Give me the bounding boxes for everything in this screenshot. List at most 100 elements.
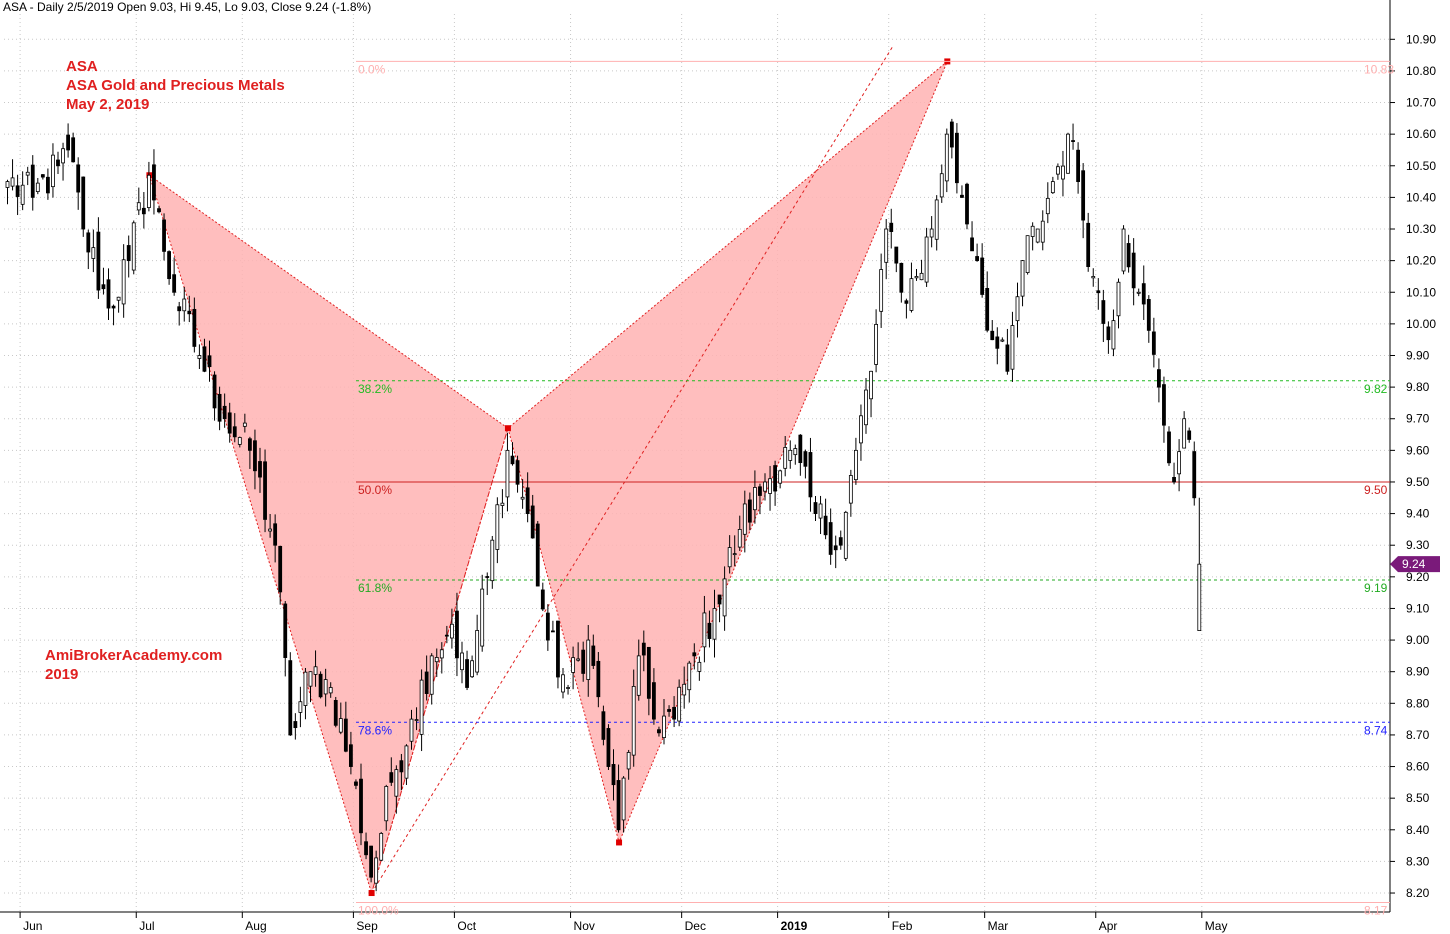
candle bbox=[455, 592, 459, 677]
candle bbox=[348, 731, 353, 775]
candle-body bbox=[833, 545, 838, 551]
candle bbox=[434, 648, 439, 677]
candle-body bbox=[374, 857, 379, 884]
candle-body bbox=[641, 642, 646, 656]
candle-body bbox=[490, 539, 495, 582]
y-tick-label: 9.10 bbox=[1406, 601, 1430, 615]
candle-body bbox=[434, 657, 439, 663]
candle-body bbox=[1116, 281, 1121, 317]
candle bbox=[1126, 234, 1131, 273]
candle bbox=[1157, 358, 1161, 403]
candle bbox=[359, 763, 363, 846]
candle-body bbox=[768, 478, 772, 494]
candle bbox=[995, 327, 1000, 365]
candle bbox=[227, 402, 232, 443]
candle bbox=[970, 221, 974, 252]
candle-body bbox=[778, 470, 783, 484]
candle bbox=[551, 620, 555, 633]
candle-body bbox=[470, 660, 475, 678]
date-label: May 2, 2019 bbox=[66, 96, 150, 113]
candle-body bbox=[894, 246, 899, 264]
y-tick-label: 8.40 bbox=[1406, 823, 1430, 837]
candle bbox=[813, 496, 818, 521]
candle-body bbox=[677, 686, 682, 722]
candle-body bbox=[268, 528, 273, 532]
candle bbox=[975, 243, 979, 262]
candle-body bbox=[15, 185, 20, 197]
candle-body bbox=[1167, 431, 1171, 464]
candle-body bbox=[455, 610, 459, 659]
candle bbox=[793, 444, 798, 465]
candle-body bbox=[1172, 477, 1176, 483]
candle-body bbox=[1187, 430, 1192, 440]
a-b-line bbox=[371, 428, 509, 894]
candle bbox=[576, 642, 581, 662]
candle-body bbox=[30, 164, 35, 198]
candle-body bbox=[773, 465, 777, 492]
candle-body bbox=[116, 296, 121, 301]
candle-body bbox=[621, 777, 626, 821]
candle bbox=[727, 535, 732, 574]
candle-body bbox=[1000, 339, 1005, 342]
fib-value-label: 9.82 bbox=[1364, 382, 1388, 396]
y-tick-label: 9.00 bbox=[1406, 633, 1430, 647]
x-axis-labels: Jun Jul Aug Sep Oct Nov Dec 2019 Feb Mar Apr May bbox=[23, 919, 1227, 933]
candle bbox=[449, 608, 454, 649]
candle-body bbox=[793, 448, 798, 456]
candle bbox=[1071, 123, 1075, 150]
candle-body bbox=[717, 594, 722, 605]
y-tick-label: 9.80 bbox=[1406, 380, 1430, 394]
y-tick-label: 8.30 bbox=[1406, 854, 1430, 868]
candle-body bbox=[379, 833, 384, 861]
candle bbox=[258, 447, 262, 493]
candle-body bbox=[1121, 228, 1126, 272]
candle bbox=[742, 490, 747, 553]
candle-body bbox=[485, 576, 490, 578]
candle bbox=[157, 205, 161, 214]
candle-body bbox=[505, 449, 510, 498]
y-tick-label: 8.50 bbox=[1406, 791, 1430, 805]
candle-body bbox=[742, 503, 747, 535]
candle-body bbox=[318, 673, 323, 698]
y-tick-label: 10.10 bbox=[1406, 285, 1436, 299]
candle-body bbox=[1076, 149, 1080, 182]
candle bbox=[581, 641, 586, 682]
candle bbox=[86, 229, 91, 270]
fib-value-label: 10.83 bbox=[1364, 62, 1394, 76]
candle bbox=[465, 650, 469, 691]
candle-body bbox=[1040, 220, 1045, 243]
candle bbox=[1106, 321, 1111, 354]
candle-body bbox=[263, 461, 267, 520]
candle bbox=[909, 262, 914, 313]
candle bbox=[247, 436, 252, 469]
candle-body bbox=[207, 355, 212, 368]
candle bbox=[1172, 462, 1176, 485]
candle-body bbox=[520, 496, 525, 500]
candle-body bbox=[212, 374, 217, 409]
x-tick-label: Oct bbox=[457, 919, 476, 933]
x-tick-label: Mar bbox=[988, 919, 1009, 933]
candle-body bbox=[1157, 369, 1161, 388]
candle-body bbox=[712, 608, 717, 640]
candle bbox=[505, 432, 510, 512]
candle bbox=[1005, 328, 1010, 375]
candle-body bbox=[960, 194, 964, 198]
candle bbox=[308, 671, 313, 703]
candle bbox=[475, 614, 480, 676]
candle-body bbox=[753, 487, 757, 511]
candle-body bbox=[222, 405, 227, 420]
harmonic-pattern bbox=[146, 45, 951, 897]
candle-body bbox=[1106, 326, 1111, 341]
candle bbox=[707, 610, 712, 648]
year-label: 2019 bbox=[45, 666, 79, 683]
fib-value-label: 9.50 bbox=[1364, 483, 1388, 497]
candle-body bbox=[924, 236, 929, 283]
candle bbox=[980, 243, 985, 298]
candle-body bbox=[975, 256, 979, 262]
candle bbox=[1061, 150, 1065, 197]
candle bbox=[328, 682, 333, 698]
candle bbox=[15, 174, 20, 216]
candle-body bbox=[1126, 243, 1131, 268]
candle-body bbox=[1141, 283, 1146, 305]
candle-body bbox=[61, 148, 65, 164]
